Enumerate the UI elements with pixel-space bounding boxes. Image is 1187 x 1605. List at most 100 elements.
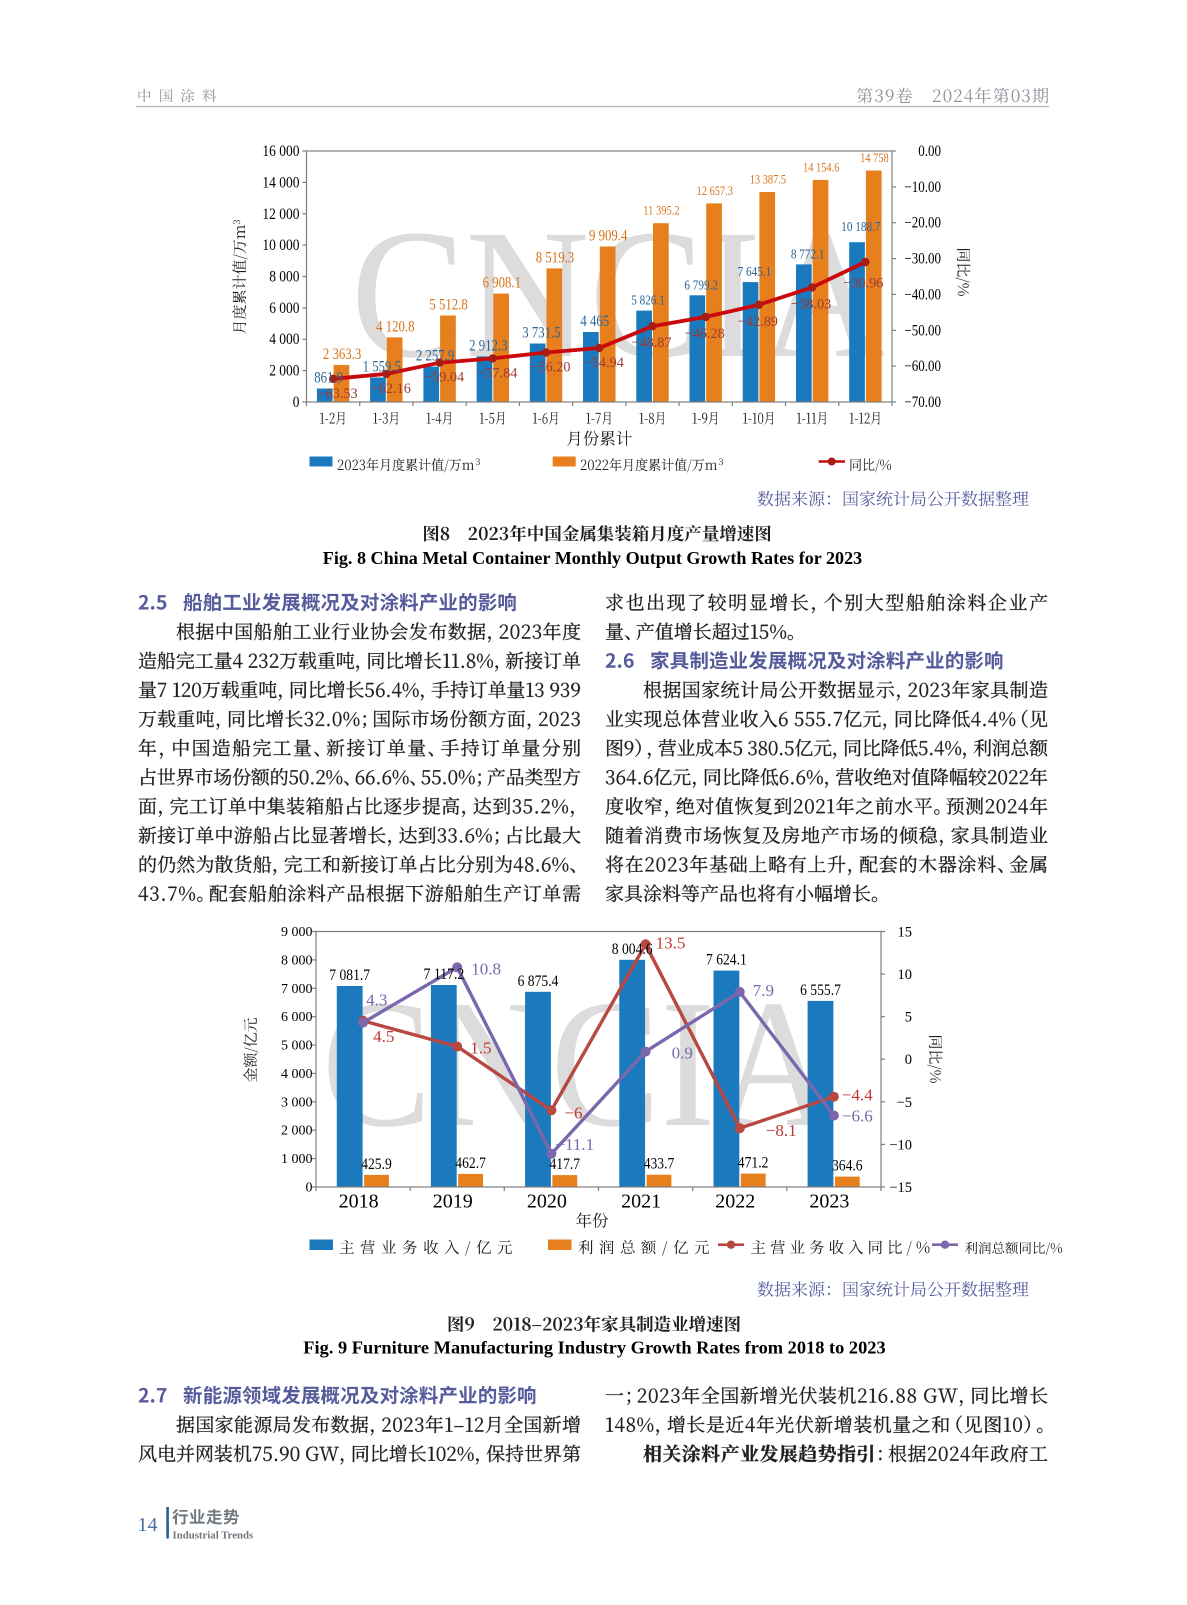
svg-text:9 909.4: 9 909.4 xyxy=(589,228,627,245)
svg-text:4.5: 4.5 xyxy=(373,1027,394,1046)
svg-text:425.9: 425.9 xyxy=(361,1156,392,1173)
svg-text:471.2: 471.2 xyxy=(738,1155,769,1172)
svg-text:1 559.5: 1 559.5 xyxy=(363,359,401,376)
svg-text:2 000: 2 000 xyxy=(269,363,300,380)
svg-text:−60.00: −60.00 xyxy=(904,358,941,375)
svg-text:6 000: 6 000 xyxy=(269,300,300,317)
svg-text:−5: −5 xyxy=(897,1095,912,1111)
svg-text:4 120.8: 4 120.8 xyxy=(376,318,414,335)
svg-text:14 000: 14 000 xyxy=(262,174,299,191)
svg-text:2 257.9: 2 257.9 xyxy=(416,348,454,365)
svg-text:2018: 2018 xyxy=(339,1191,379,1213)
svg-text:3 000: 3 000 xyxy=(281,1095,313,1110)
svg-text:−38.03: −38.03 xyxy=(791,296,831,312)
svg-text:11 395.2: 11 395.2 xyxy=(643,203,679,218)
svg-text:2 000: 2 000 xyxy=(281,1124,313,1139)
svg-text:2 912.3: 2 912.3 xyxy=(469,337,507,354)
svg-text:0: 0 xyxy=(293,394,300,411)
svg-text:462.7: 462.7 xyxy=(455,1155,486,1172)
svg-text:−10: −10 xyxy=(889,1137,912,1153)
svg-text:−40.00: −40.00 xyxy=(904,286,941,303)
svg-text:2 363.3: 2 363.3 xyxy=(323,346,361,363)
svg-text:−15: −15 xyxy=(889,1180,912,1196)
svg-text:−11.1: −11.1 xyxy=(555,1135,594,1154)
svg-text:8 000: 8 000 xyxy=(269,269,300,286)
svg-text:16 000: 16 000 xyxy=(262,143,299,160)
svg-text:Industrial Trends: Industrial Trends xyxy=(173,1530,254,1542)
svg-text:7 117.2: 7 117.2 xyxy=(424,966,465,983)
svg-text:7 000: 7 000 xyxy=(281,982,313,997)
svg-text:2021: 2021 xyxy=(621,1191,661,1213)
svg-text:5 000: 5 000 xyxy=(281,1039,313,1054)
svg-text:14: 14 xyxy=(138,1514,158,1536)
svg-text:−30.96: −30.96 xyxy=(843,276,884,292)
svg-text:1 000: 1 000 xyxy=(281,1152,313,1167)
svg-text:10 188.7: 10 188.7 xyxy=(841,220,880,235)
svg-text:1.5: 1.5 xyxy=(470,1039,491,1058)
svg-text:8 004.6: 8 004.6 xyxy=(612,941,653,958)
svg-text:−30.00: −30.00 xyxy=(904,251,941,268)
svg-text:−6: −6 xyxy=(564,1103,582,1122)
svg-text:10: 10 xyxy=(898,967,913,983)
svg-text:7 645.1: 7 645.1 xyxy=(738,265,772,280)
svg-text:−63.53: −63.53 xyxy=(318,386,358,402)
svg-text:−57.84: −57.84 xyxy=(477,365,518,381)
svg-text:13.5: 13.5 xyxy=(656,933,686,952)
svg-text:4 000: 4 000 xyxy=(281,1067,313,1082)
svg-text:7 624.1: 7 624.1 xyxy=(706,952,747,969)
svg-text:14 758: 14 758 xyxy=(860,150,889,165)
svg-text:0.00: 0.00 xyxy=(918,143,941,160)
svg-text:−56.20: −56.20 xyxy=(530,360,570,376)
svg-text:2020: 2020 xyxy=(527,1191,567,1213)
svg-text:2023: 2023 xyxy=(809,1191,849,1213)
svg-text:−42.89: −42.89 xyxy=(738,314,778,330)
svg-text:6 908.1: 6 908.1 xyxy=(483,275,521,292)
svg-text:−10.00: −10.00 xyxy=(904,179,941,196)
svg-text:Fig. 9 Furniture Manufactur: Fig. 9 Furniture Manufacturing Industry … xyxy=(303,1338,886,1358)
svg-text:Fig. 8 China Metal Containe: Fig. 8 China Metal Container Monthly Out… xyxy=(323,548,863,568)
svg-text:−62.16: −62.16 xyxy=(371,381,412,397)
svg-text:364.6: 364.6 xyxy=(832,1158,863,1175)
svg-text:8 772.1: 8 772.1 xyxy=(791,247,825,262)
svg-text:8 000: 8 000 xyxy=(281,953,313,968)
svg-text:7 081.7: 7 081.7 xyxy=(329,967,370,984)
svg-text:6 555.7: 6 555.7 xyxy=(800,982,841,999)
svg-text:−48.87: −48.87 xyxy=(631,335,672,351)
svg-text:4.3: 4.3 xyxy=(366,991,387,1010)
svg-text:9 000: 9 000 xyxy=(281,925,313,940)
svg-text:13 387.5: 13 387.5 xyxy=(750,172,786,187)
svg-text:6 000: 6 000 xyxy=(281,1010,313,1025)
svg-text:0: 0 xyxy=(306,1181,313,1196)
svg-text:−70.00: −70.00 xyxy=(904,394,941,411)
svg-text:5 512.8: 5 512.8 xyxy=(429,297,467,314)
svg-text:4 000: 4 000 xyxy=(269,331,300,348)
svg-text:12 657.3: 12 657.3 xyxy=(697,183,733,198)
svg-text:6 799.2: 6 799.2 xyxy=(684,278,718,293)
svg-text:5: 5 xyxy=(905,1010,912,1026)
svg-text:417.7: 417.7 xyxy=(550,1156,581,1173)
svg-text:14 154.6: 14 154.6 xyxy=(803,159,840,174)
svg-text:12 000: 12 000 xyxy=(262,206,299,223)
svg-text:−4.4: −4.4 xyxy=(842,1086,873,1105)
svg-text:10 000: 10 000 xyxy=(262,237,299,254)
svg-text:6 875.4: 6 875.4 xyxy=(518,973,559,990)
svg-text:4 465: 4 465 xyxy=(580,313,609,330)
svg-text:3 731.5: 3 731.5 xyxy=(522,325,560,342)
svg-text:10.8: 10.8 xyxy=(471,959,501,978)
svg-text:2022: 2022 xyxy=(715,1191,755,1213)
svg-text:7.9: 7.9 xyxy=(753,981,774,1000)
svg-text:0.9: 0.9 xyxy=(672,1044,693,1063)
svg-text:5 826.1: 5 826.1 xyxy=(631,294,665,309)
svg-text:15: 15 xyxy=(898,925,913,941)
svg-text:−50.00: −50.00 xyxy=(904,322,941,339)
svg-text:8 519.3: 8 519.3 xyxy=(536,249,574,266)
svg-text:433.7: 433.7 xyxy=(644,1156,675,1173)
svg-text:0: 0 xyxy=(905,1052,912,1068)
svg-text:−8.1: −8.1 xyxy=(766,1121,797,1140)
svg-text:2019: 2019 xyxy=(433,1191,473,1213)
svg-text:−6.6: −6.6 xyxy=(842,1107,873,1126)
svg-text:−54.94: −54.94 xyxy=(584,355,625,371)
svg-text:−59.04: −59.04 xyxy=(424,370,465,386)
svg-text:−20.00: −20.00 xyxy=(904,215,941,232)
svg-text:−46.28: −46.28 xyxy=(685,326,725,342)
